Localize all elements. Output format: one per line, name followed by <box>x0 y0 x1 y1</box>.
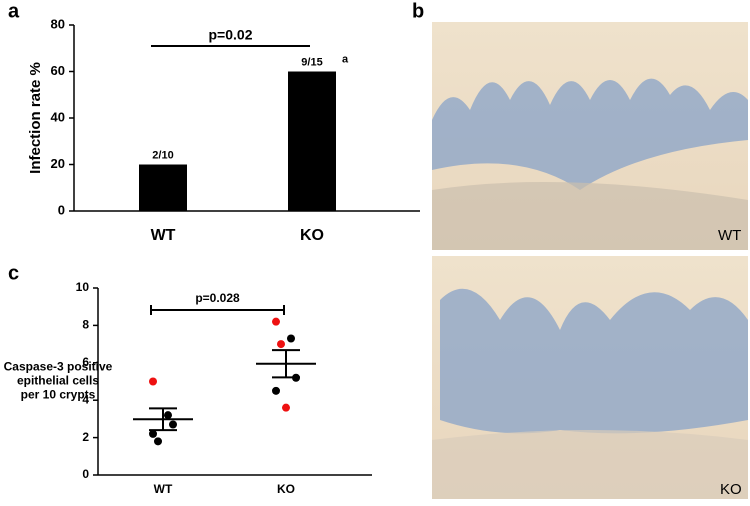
x-tick-label: KO <box>300 227 324 244</box>
p-value: p=0.02 <box>209 27 253 43</box>
p-value: p=0.028 <box>195 291 240 305</box>
panel-label: c <box>8 262 19 284</box>
y-tick-label: 60 <box>51 63 65 78</box>
data-point <box>272 386 280 395</box>
data-point <box>169 420 177 429</box>
bar <box>288 71 336 211</box>
micrograph-ko: KO <box>432 256 748 499</box>
x-tick-label: WT <box>154 482 173 496</box>
value-label: 9/15 <box>301 56 322 68</box>
y-tick-label: 20 <box>51 156 65 171</box>
data-point <box>149 429 157 438</box>
data-point <box>149 377 157 386</box>
image-label: WT <box>718 227 741 244</box>
y-tick-label: 0 <box>58 202 65 217</box>
bar <box>139 164 187 211</box>
data-point <box>164 411 172 420</box>
micrograph-wt: WT <box>432 22 748 250</box>
y-axis-label: per 10 crypts <box>21 388 96 402</box>
y-axis-label: epithelial cells <box>17 374 99 388</box>
data-point <box>272 317 280 326</box>
panel-label: a <box>8 0 20 22</box>
data-point <box>277 340 285 349</box>
data-point <box>282 403 290 412</box>
y-tick-label: 2 <box>82 430 89 444</box>
panel-label: b <box>412 0 424 22</box>
footnote-mark: a <box>342 53 349 65</box>
x-tick-label: WT <box>151 227 176 244</box>
y-tick-label: 4 <box>82 392 89 406</box>
y-tick-label: 8 <box>82 318 89 332</box>
image-label: KO <box>720 481 742 498</box>
y-tick-label: 80 <box>51 16 65 31</box>
y-axis-label: Infection rate % <box>27 62 44 174</box>
y-tick-label: 6 <box>82 355 89 369</box>
data-point <box>287 334 295 343</box>
data-point <box>154 437 162 446</box>
x-tick-label: KO <box>277 482 295 496</box>
y-axis-label: Caspase-3 positive <box>4 360 113 374</box>
y-tick-label: 40 <box>51 109 65 124</box>
value-label: 2/10 <box>152 149 173 161</box>
y-tick-label: 10 <box>76 280 90 294</box>
y-tick-label: 0 <box>82 467 89 481</box>
